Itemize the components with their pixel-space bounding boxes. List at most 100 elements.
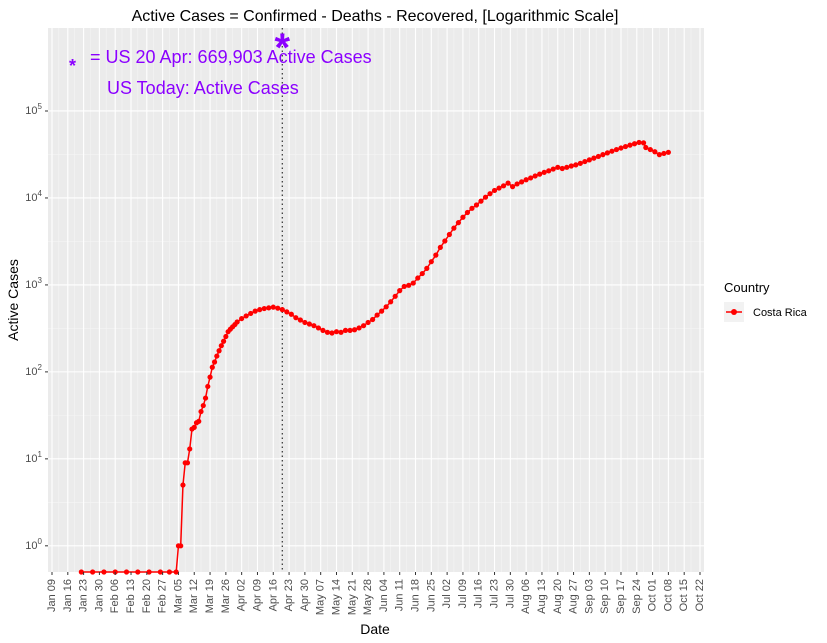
data-point — [609, 148, 615, 154]
data-point — [643, 144, 649, 151]
data-point — [351, 327, 358, 333]
data-point — [555, 164, 561, 170]
data-point — [239, 315, 245, 322]
y-tick-base: 10 — [25, 279, 37, 291]
data-point — [205, 383, 211, 390]
y-tick-exponent: 2 — [38, 363, 43, 372]
data-point — [392, 293, 398, 299]
data-point — [640, 140, 647, 146]
data-point — [487, 191, 493, 197]
data-point — [338, 329, 344, 335]
x-tick-label: Apr 16 — [267, 579, 279, 611]
data-point — [537, 171, 543, 177]
data-point — [306, 321, 312, 327]
data-point — [200, 402, 206, 409]
data-point — [460, 214, 466, 220]
x-tick-label: Apr 02 — [236, 579, 248, 611]
data-point — [433, 252, 439, 258]
data-point — [419, 270, 425, 277]
data-point — [218, 343, 224, 349]
data-point — [514, 181, 520, 187]
x-tick-label: Aug 13 — [536, 579, 548, 614]
data-point — [631, 141, 638, 147]
data-point — [135, 569, 141, 575]
data-point — [360, 323, 367, 329]
grid-major — [48, 28, 704, 572]
data-point — [333, 329, 340, 335]
data-point — [573, 162, 579, 168]
data-point — [636, 139, 642, 146]
data-point — [187, 446, 193, 452]
data-point — [356, 325, 362, 331]
data-point — [279, 307, 285, 313]
data-point — [288, 311, 294, 317]
data-point — [214, 353, 220, 359]
data-point — [591, 155, 597, 161]
x-tick-label: Apr 30 — [299, 579, 311, 611]
data-point — [415, 275, 421, 281]
x-tick-label: Aug 27 — [568, 579, 580, 614]
us-marker-star-icon: * — [275, 26, 291, 70]
data-point — [410, 280, 416, 286]
x-tick-label: Aug 06 — [520, 579, 532, 614]
y-tick-label: 101 — [25, 450, 42, 465]
data-point — [586, 157, 592, 163]
data-point — [595, 153, 601, 160]
data-point — [437, 244, 443, 251]
x-tick-label: Jul 23 — [489, 579, 501, 608]
x-tick-label: Oct 15 — [678, 579, 690, 611]
y-tick-exponent: 1 — [38, 450, 43, 459]
x-tick-label: Jun 18 — [410, 579, 422, 612]
x-tick-label: Oct 22 — [694, 579, 706, 611]
data-point — [550, 166, 556, 172]
legend: Country Costa Rica — [724, 280, 808, 322]
data-point — [78, 569, 84, 575]
x-tick-label: Sep 17 — [615, 579, 627, 614]
data-point — [180, 482, 186, 488]
y-tick-exponent: 3 — [38, 276, 43, 285]
data-point — [618, 145, 624, 151]
x-tick-label: Jun 04 — [378, 579, 390, 612]
data-point — [191, 424, 197, 430]
annotation-star-icon: * — [69, 56, 76, 76]
data-point — [451, 225, 457, 231]
x-tick-label: Jun 25 — [425, 579, 437, 612]
x-tick-label: Jul 30 — [504, 579, 516, 608]
data-point — [270, 304, 276, 310]
data-point — [541, 169, 547, 175]
data-point — [469, 205, 475, 211]
data-point — [173, 569, 179, 575]
data-point — [473, 202, 480, 208]
data-point — [248, 310, 254, 317]
legend-title: Country — [724, 280, 770, 295]
x-tick-label: Jan 09 — [46, 579, 58, 612]
data-point — [198, 408, 204, 415]
data-point — [101, 569, 107, 575]
data-point — [178, 543, 184, 549]
data-point — [482, 194, 489, 200]
x-tick-label: Apr 09 — [251, 579, 263, 611]
y-axis-title: Active Cases — [5, 259, 21, 341]
data-point — [613, 146, 620, 153]
y-tick-label: 100 — [25, 537, 42, 552]
data-point — [505, 180, 511, 186]
data-point — [604, 150, 611, 156]
data-point — [478, 198, 484, 204]
data-point — [284, 309, 290, 315]
data-point — [302, 319, 308, 326]
data-point — [223, 333, 229, 340]
data-point — [464, 209, 471, 216]
y-tick-exponent: 4 — [38, 189, 43, 198]
data-point — [428, 259, 434, 265]
data-point — [123, 569, 130, 575]
x-tick-label: Oct 01 — [647, 579, 659, 611]
data-point — [146, 569, 152, 575]
data-point — [315, 325, 322, 331]
data-point — [559, 165, 565, 172]
x-tick-label: Apr 23 — [283, 579, 295, 611]
data-point — [647, 146, 653, 153]
data-point — [383, 304, 389, 310]
data-point — [491, 187, 498, 194]
data-point — [347, 327, 353, 333]
x-tick-label: Jul 09 — [457, 579, 469, 608]
